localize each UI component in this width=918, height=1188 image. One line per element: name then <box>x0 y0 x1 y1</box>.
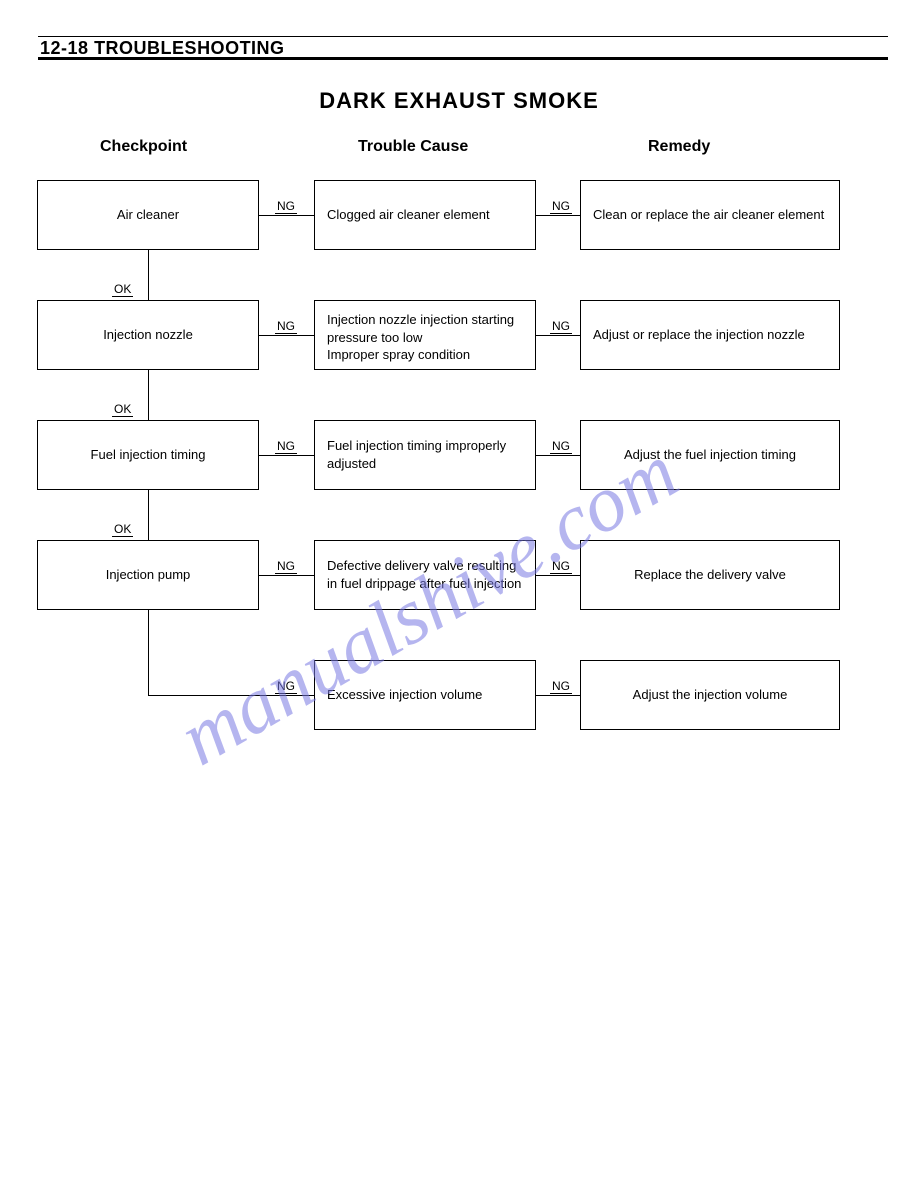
ng-connector <box>536 575 580 576</box>
ng-label: NG <box>550 199 572 214</box>
ok-connector <box>148 490 149 540</box>
ng-connector <box>536 695 580 696</box>
page-header: 12-18 TROUBLESHOOTING <box>40 38 285 59</box>
ok-label: OK <box>112 402 133 417</box>
ng-label: NG <box>550 319 572 334</box>
cause-box: Defective delivery valve resulting in fu… <box>314 540 536 610</box>
ng-label: NG <box>550 559 572 574</box>
ng-connector <box>259 215 314 216</box>
remedy-box: Adjust or replace the injection nozzle <box>580 300 840 370</box>
ng-connector <box>259 455 314 456</box>
checkpoint-box: Air cleaner <box>37 180 259 250</box>
ng-connector <box>536 215 580 216</box>
checkpoint-box: Injection nozzle <box>37 300 259 370</box>
header-rule-top <box>38 36 888 37</box>
header-section: TROUBLESHOOTING <box>94 38 285 58</box>
ng-connector <box>536 455 580 456</box>
ng-connector <box>536 335 580 336</box>
remedy-box: Adjust the fuel injection timing <box>580 420 840 490</box>
page-title: DARK EXHAUST SMOKE <box>0 88 918 114</box>
ng-label: NG <box>275 319 297 334</box>
cause-box: Clogged air cleaner element <box>314 180 536 250</box>
col-heading-checkpoint: Checkpoint <box>100 138 187 156</box>
cause-box: Excessive injection volume <box>314 660 536 730</box>
checkpoint-box: Fuel injection timing <box>37 420 259 490</box>
ng-connector <box>259 575 314 576</box>
ng-label: NG <box>550 679 572 694</box>
pump-elbow-v <box>148 610 149 695</box>
remedy-box: Replace the delivery valve <box>580 540 840 610</box>
ok-label: OK <box>112 282 133 297</box>
ng-label: NG <box>275 679 297 694</box>
ng-connector <box>259 335 314 336</box>
header-rule-bottom <box>38 57 888 60</box>
col-heading-cause: Trouble Cause <box>358 138 468 156</box>
ng-label: NG <box>275 439 297 454</box>
remedy-box: Clean or replace the air cleaner element <box>580 180 840 250</box>
ng-label: NG <box>275 559 297 574</box>
page: 12-18 TROUBLESHOOTING DARK EXHAUST SMOKE… <box>0 0 918 1188</box>
remedy-box: Adjust the injection volume <box>580 660 840 730</box>
ok-connector <box>148 370 149 420</box>
ok-connector <box>148 250 149 300</box>
cause-box: Injection nozzle injection starting pres… <box>314 300 536 370</box>
pump-elbow-h <box>148 695 314 696</box>
ng-label: NG <box>550 439 572 454</box>
ok-label: OK <box>112 522 133 537</box>
page-code: 12-18 <box>40 38 89 58</box>
col-heading-remedy: Remedy <box>648 138 710 156</box>
ng-label: NG <box>275 199 297 214</box>
checkpoint-box: Injection pump <box>37 540 259 610</box>
cause-box: Fuel injection timing improperly adjuste… <box>314 420 536 490</box>
